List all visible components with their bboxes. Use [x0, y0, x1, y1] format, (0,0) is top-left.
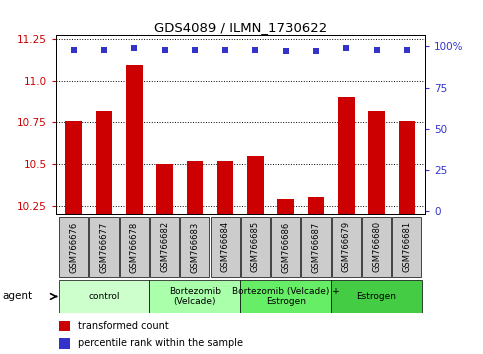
Bar [156, 164, 173, 214]
Title: GDS4089 / ILMN_1730622: GDS4089 / ILMN_1730622 [154, 21, 327, 34]
Text: agent: agent [2, 291, 32, 302]
Bar [277, 199, 294, 214]
Bar [247, 156, 264, 214]
Bar [241, 280, 331, 313]
Bar [126, 65, 142, 214]
Text: GSM766682: GSM766682 [160, 221, 169, 273]
Text: Bortezomib
(Velcade): Bortezomib (Velcade) [169, 287, 221, 306]
Text: GSM766681: GSM766681 [402, 221, 412, 273]
Text: GSM766678: GSM766678 [130, 221, 139, 273]
Bar [331, 280, 422, 313]
Bar [65, 121, 82, 214]
Bar [150, 217, 179, 277]
Bar [96, 110, 113, 214]
Text: GSM766686: GSM766686 [281, 221, 290, 273]
Bar [362, 217, 391, 277]
Text: GSM766685: GSM766685 [251, 221, 260, 273]
Bar [59, 320, 71, 331]
Text: GSM766679: GSM766679 [342, 221, 351, 273]
Bar [301, 217, 330, 277]
Bar [271, 217, 300, 277]
Text: control: control [88, 292, 120, 301]
Text: GSM766684: GSM766684 [221, 221, 229, 273]
Bar [180, 217, 210, 277]
Bar [392, 217, 421, 277]
Bar [241, 217, 270, 277]
Text: GSM766687: GSM766687 [312, 221, 321, 273]
Text: GSM766683: GSM766683 [190, 221, 199, 273]
Bar [398, 121, 415, 214]
Bar [308, 198, 325, 214]
Bar [58, 280, 149, 313]
Bar [217, 161, 233, 214]
Text: transformed count: transformed count [78, 321, 169, 331]
Text: GSM766680: GSM766680 [372, 221, 381, 273]
Bar [120, 217, 149, 277]
Bar [59, 217, 88, 277]
Bar [149, 280, 241, 313]
Text: Estrogen: Estrogen [356, 292, 397, 301]
Text: GSM766677: GSM766677 [99, 221, 109, 273]
Bar [59, 338, 71, 349]
Bar [368, 110, 385, 214]
Bar [89, 217, 118, 277]
Bar [211, 217, 240, 277]
Bar [332, 217, 361, 277]
Bar [338, 97, 355, 214]
Bar [186, 161, 203, 214]
Text: GSM766676: GSM766676 [69, 221, 78, 273]
Text: Bortezomib (Velcade) +
Estrogen: Bortezomib (Velcade) + Estrogen [232, 287, 340, 306]
Text: percentile rank within the sample: percentile rank within the sample [78, 338, 243, 348]
